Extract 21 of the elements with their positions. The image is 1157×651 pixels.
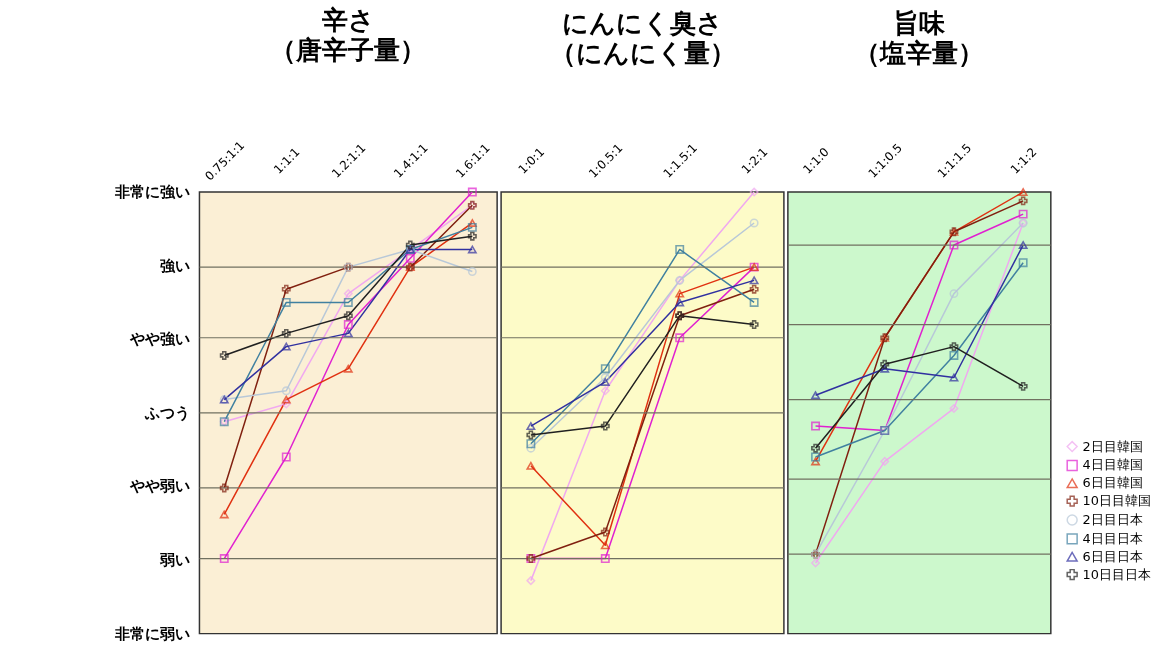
chart-title: 辛さ <box>320 5 375 36</box>
chart-title: 旨味 <box>893 8 947 39</box>
text: 弱い <box>158 550 190 569</box>
chart-subtitle: （塩辛量） <box>854 37 985 68</box>
legend-label: 4日目韓国 <box>1082 457 1143 473</box>
legend-label: 6日目韓国 <box>1082 475 1143 491</box>
chart-subtitle: （にんにく量） <box>549 37 736 68</box>
text: やや強い <box>128 330 190 349</box>
chart-subtitle: （唐辛子量） <box>270 35 427 66</box>
legend-label: 4日目日本 <box>1082 530 1143 546</box>
text: 強い <box>159 256 190 275</box>
legend-label: 6日目日本 <box>1082 548 1143 564</box>
text: やや弱い <box>128 477 190 496</box>
chart-title: にんにく臭さ <box>562 8 723 39</box>
legend-label: 2日目日本 <box>1082 511 1143 527</box>
text: 非常に弱い <box>113 624 190 643</box>
legend-label: 2日目韓国 <box>1082 438 1143 454</box>
legend-label: 10日目日本 <box>1082 566 1151 582</box>
legend-label: 10日目韓国 <box>1082 493 1151 509</box>
text: 非常に強い <box>113 183 190 202</box>
text: ふつう <box>143 403 190 422</box>
